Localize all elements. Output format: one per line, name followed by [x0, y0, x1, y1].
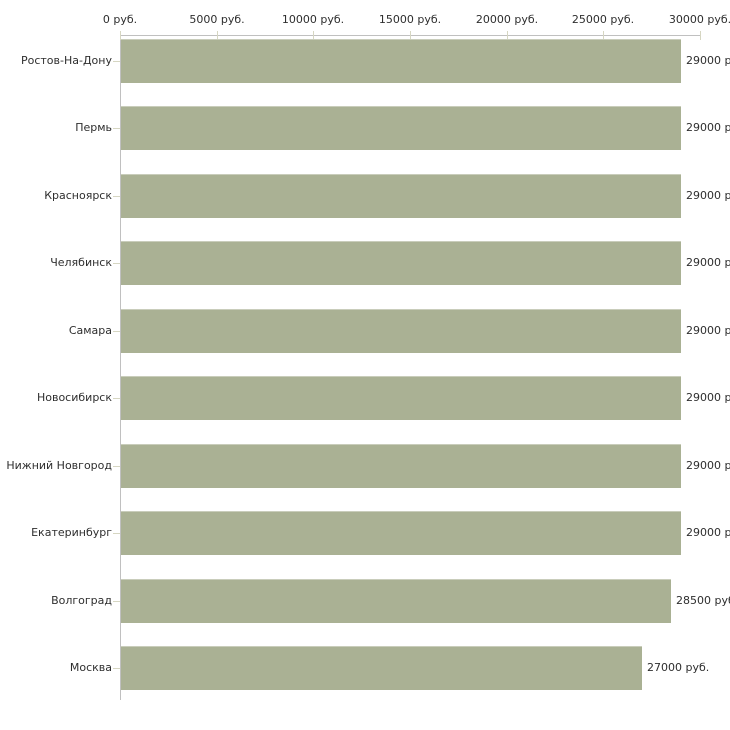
y-tick-mark — [113, 196, 120, 197]
value-label: 29000 руб. — [686, 54, 730, 67]
bar — [121, 646, 642, 690]
value-label: 29000 руб. — [686, 256, 730, 270]
bar — [121, 39, 681, 83]
y-tick-mark — [113, 331, 120, 332]
x-tick-label: 5000 руб. — [189, 13, 245, 26]
x-tick-label: 20000 руб. — [475, 13, 539, 26]
value-label: 27000 руб. — [647, 661, 710, 675]
category-label: Челябинск — [50, 256, 112, 270]
category-label: Москва — [69, 661, 112, 675]
category-label: Новосибирск — [36, 391, 112, 405]
x-tick-label: 30000 руб. — [668, 13, 730, 26]
x-tick-label: 15000 руб. — [378, 13, 442, 26]
value-label: 29000 руб. — [686, 526, 730, 540]
x-tick-mark — [700, 31, 701, 40]
bar — [121, 174, 681, 218]
y-axis-line — [120, 35, 121, 700]
x-tick-label: 10000 руб. — [281, 13, 345, 26]
bar — [121, 241, 681, 285]
bar — [121, 376, 681, 420]
bar — [121, 511, 681, 555]
value-label: 29000 руб. — [686, 458, 730, 472]
x-tick-mark — [120, 31, 121, 40]
x-tick-label: 0 руб. — [102, 13, 138, 26]
y-tick-mark — [113, 601, 120, 602]
x-tick-mark — [217, 31, 218, 40]
category-label: Пермь — [75, 121, 112, 135]
y-tick-mark — [113, 398, 120, 399]
y-tick-mark — [113, 61, 120, 62]
category-label: Ростов-На-Дону — [20, 54, 112, 67]
bar — [121, 579, 671, 623]
x-tick-mark — [313, 31, 314, 40]
category-label: Красноярск — [44, 188, 112, 202]
value-label: 28500 руб. — [676, 593, 730, 607]
category-label: Самара — [68, 323, 112, 337]
category-label: Нижний Новгород — [6, 458, 112, 472]
category-label: Волгоград — [51, 593, 112, 607]
value-label: 29000 руб. — [686, 391, 730, 405]
x-tick-mark — [603, 31, 604, 40]
y-tick-mark — [113, 466, 120, 467]
y-tick-mark — [113, 263, 120, 264]
value-label: 29000 руб. — [686, 188, 730, 202]
x-tick-mark — [410, 31, 411, 40]
x-tick-mark — [507, 31, 508, 40]
value-label: 29000 руб. — [686, 121, 730, 135]
y-tick-mark — [113, 128, 120, 129]
x-tick-label: 25000 руб. — [571, 13, 635, 26]
bar — [121, 309, 681, 353]
y-tick-mark — [113, 533, 120, 534]
bar — [121, 444, 681, 488]
value-label: 29000 руб. — [686, 323, 730, 337]
bar — [121, 106, 681, 150]
category-label: Екатеринбург — [31, 526, 112, 540]
y-tick-mark — [113, 668, 120, 669]
